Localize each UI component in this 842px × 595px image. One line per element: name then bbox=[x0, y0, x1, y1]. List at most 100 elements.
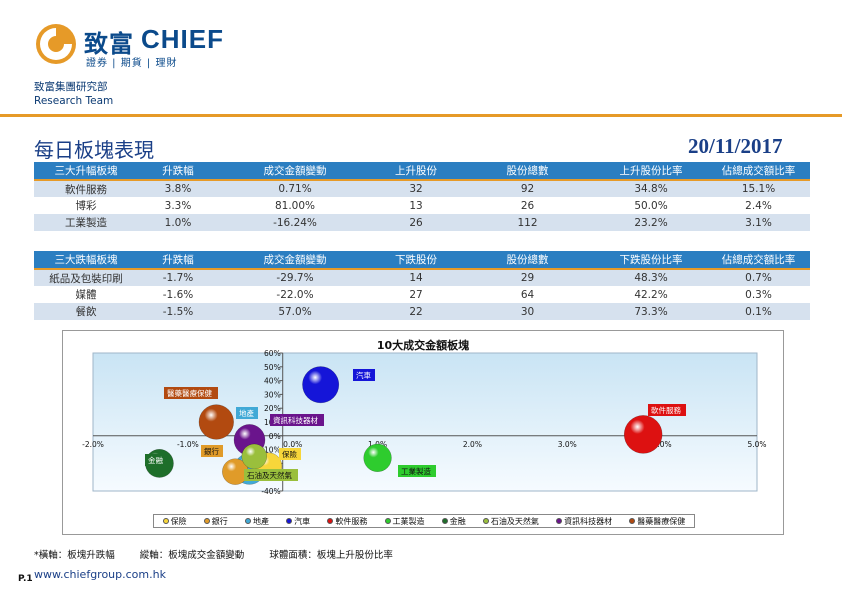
table-cell: 23.2% bbox=[595, 214, 707, 231]
table-header-row: 三大升幅板塊 升跌幅 成交金額變動 上升股份 股份總數 上升股份比率 佔總成交額… bbox=[34, 162, 810, 181]
table-row: 博彩 3.3% 81.00% 13 26 50.0% 2.4% bbox=[34, 197, 810, 214]
legend-item: 金融 bbox=[441, 516, 466, 527]
bubble-chart: 10大成交金額板塊 -2.0%-1.0%0.0%1.0%2.0%3.0%4.0%… bbox=[62, 330, 784, 535]
column-header: 三大升幅板塊 bbox=[34, 162, 138, 181]
page-number: P.1 bbox=[18, 574, 33, 584]
page-title: 每日板塊表現 bbox=[34, 138, 154, 162]
department-en: Research Team bbox=[34, 95, 114, 107]
table-cell: 餐飲 bbox=[34, 303, 138, 320]
chart-legend: 保險 銀行 地產 汽車 軟件服務 工業製造 金融 石油及天然氣 資訊科技器材 醫藥醫療保健 bbox=[153, 514, 695, 528]
table-row: 紙品及包裝印刷 -1.7% -29.7% 14 29 48.3% 0.7% bbox=[34, 269, 810, 286]
table-cell: 博彩 bbox=[75, 200, 97, 212]
data-label-5: 金融 bbox=[148, 455, 163, 465]
department: 致富集團研究部 Research Team bbox=[34, 80, 113, 108]
column-header: 下跌股份比率 bbox=[595, 251, 707, 270]
table-cell: 81.00% bbox=[274, 199, 316, 212]
table-cell: 30 bbox=[460, 303, 595, 320]
table-cell: -1.6% bbox=[162, 288, 194, 301]
x-tick-label: -2.0% bbox=[82, 440, 104, 449]
table-cell: 29 bbox=[460, 269, 595, 286]
data-label-box-7 bbox=[279, 448, 301, 460]
data-label-box-4 bbox=[648, 404, 686, 416]
logo-swirl-icon bbox=[36, 24, 76, 64]
y-tick-label: 0% bbox=[269, 432, 281, 441]
footnote-bubble-size: 球體面積：板塊上升股份比率 bbox=[269, 550, 393, 561]
brand-name-cn: 致富 bbox=[84, 30, 134, 58]
column-header: 升跌幅 bbox=[138, 251, 218, 270]
legend-swatch bbox=[556, 518, 563, 524]
legend-swatch bbox=[441, 518, 448, 524]
top-losers-table: 三大跌幅板塊 升跌幅 成交金額變動 下跌股份 股份總數 下跌股份比率 佔總成交額… bbox=[34, 251, 810, 320]
table-cell: 57.0% bbox=[218, 303, 372, 320]
footnote-x-axis: *橫軸：板塊升跌幅 bbox=[34, 550, 115, 561]
legend-label: 資訊科技器材 bbox=[564, 516, 613, 526]
company-logo: 致富 CHIEF 證券 | 期貨 | 理財 bbox=[34, 22, 234, 69]
data-label-7: 保險 bbox=[282, 449, 297, 459]
legend-label: 地產 bbox=[252, 516, 269, 526]
data-label-box-2 bbox=[236, 407, 258, 419]
data-label-box-1 bbox=[164, 387, 218, 399]
legend-swatch bbox=[286, 518, 293, 524]
y-tick-label: 40% bbox=[264, 377, 281, 386]
table-cell: -1.7% bbox=[138, 269, 218, 286]
x-tick-label: 4.0% bbox=[653, 440, 672, 449]
column-header: 佔總成交額比率 bbox=[707, 251, 810, 270]
data-label-box-8 bbox=[398, 465, 436, 477]
table-cell: 2.4% bbox=[745, 199, 772, 212]
data-label-1: 醫藥醫療保健 bbox=[167, 388, 212, 398]
column-header: 升跌幅 bbox=[138, 162, 218, 181]
chart-footnote: *橫軸：板塊升跌幅 縱軸：板塊成交金額變動 球體面積：板塊上升股份比率 bbox=[34, 547, 415, 561]
table-cell: 3.8% bbox=[138, 180, 218, 197]
table-cell: 73.3% bbox=[595, 303, 707, 320]
legend-item: 汽車 bbox=[286, 516, 310, 527]
table-cell: 92 bbox=[460, 180, 595, 197]
table-cell: -29.7% bbox=[218, 269, 372, 286]
website-url[interactable]: www.chiefgroup.com.hk bbox=[34, 568, 166, 581]
table-cell: 15.1% bbox=[707, 180, 810, 197]
legend-label: 保險 bbox=[170, 516, 187, 526]
legend-item: 軟件服務 bbox=[327, 516, 367, 527]
data-label-box-6 bbox=[201, 445, 223, 457]
legend-swatch bbox=[327, 518, 334, 524]
table-cell: 22 bbox=[372, 303, 460, 320]
table-row: 工業製造 1.0% -16.24% 26 112 23.2% 3.1% bbox=[34, 214, 810, 231]
legend-label: 軟件服務 bbox=[335, 516, 368, 526]
brand-tagline: 證券 | 期貨 | 理財 bbox=[86, 58, 178, 69]
table-cell: 0.71% bbox=[218, 180, 372, 197]
table-cell: -16.24% bbox=[218, 214, 372, 231]
table-cell: 媒體 bbox=[75, 289, 97, 301]
legend-label: 醫藥醫療保健 bbox=[637, 516, 686, 526]
table-header-row: 三大跌幅板塊 升跌幅 成交金額變動 下跌股份 股份總數 下跌股份比率 佔總成交額… bbox=[34, 251, 810, 270]
table-row: 餐飲 -1.5% 57.0% 22 30 73.3% 0.1% bbox=[34, 303, 810, 320]
legend-swatch bbox=[203, 518, 210, 524]
column-header: 股份總數 bbox=[460, 162, 595, 181]
table-cell: 64 bbox=[520, 288, 535, 301]
column-header: 成交金額變動 bbox=[218, 162, 372, 181]
legend-item: 工業製造 bbox=[384, 516, 425, 527]
legend-label: 金融 bbox=[449, 516, 466, 526]
y-tick-label: 30% bbox=[264, 390, 281, 399]
bubble-9 bbox=[198, 404, 234, 440]
legend-swatch bbox=[629, 518, 636, 524]
table-cell: 3.1% bbox=[707, 214, 810, 231]
report-date: 20/11/2017 bbox=[688, 134, 783, 158]
table-cell: 32 bbox=[372, 180, 460, 197]
column-header: 上升股份比率 bbox=[595, 162, 707, 181]
chart-plot-area: -2.0%-1.0%0.0%1.0%2.0%3.0%4.0%5.0%60%50%… bbox=[82, 349, 766, 496]
header-divider bbox=[0, 114, 842, 117]
legend-label: 銀行 bbox=[211, 516, 228, 526]
bubble-7 bbox=[241, 443, 268, 470]
table-cell: 3.3% bbox=[164, 199, 192, 212]
legend-item: 資訊科技器材 bbox=[556, 516, 612, 527]
y-tick-label: -40% bbox=[261, 487, 280, 496]
footnote-y-axis: 縱軸：板塊成交金額變動 bbox=[139, 550, 245, 561]
column-header: 股份總數 bbox=[460, 251, 595, 270]
legend-item: 地產 bbox=[244, 516, 269, 527]
table-cell: 工業製造 bbox=[34, 214, 138, 231]
data-label-0: 汽車 bbox=[356, 370, 371, 380]
x-tick-label: 3.0% bbox=[558, 440, 577, 449]
table-row: 軟件服務 3.8% 0.71% 32 92 34.8% 15.1% bbox=[34, 180, 810, 197]
table-cell: 0.7% bbox=[707, 269, 810, 286]
table-cell: 13 bbox=[409, 199, 423, 212]
legend-item: 銀行 bbox=[203, 516, 228, 527]
